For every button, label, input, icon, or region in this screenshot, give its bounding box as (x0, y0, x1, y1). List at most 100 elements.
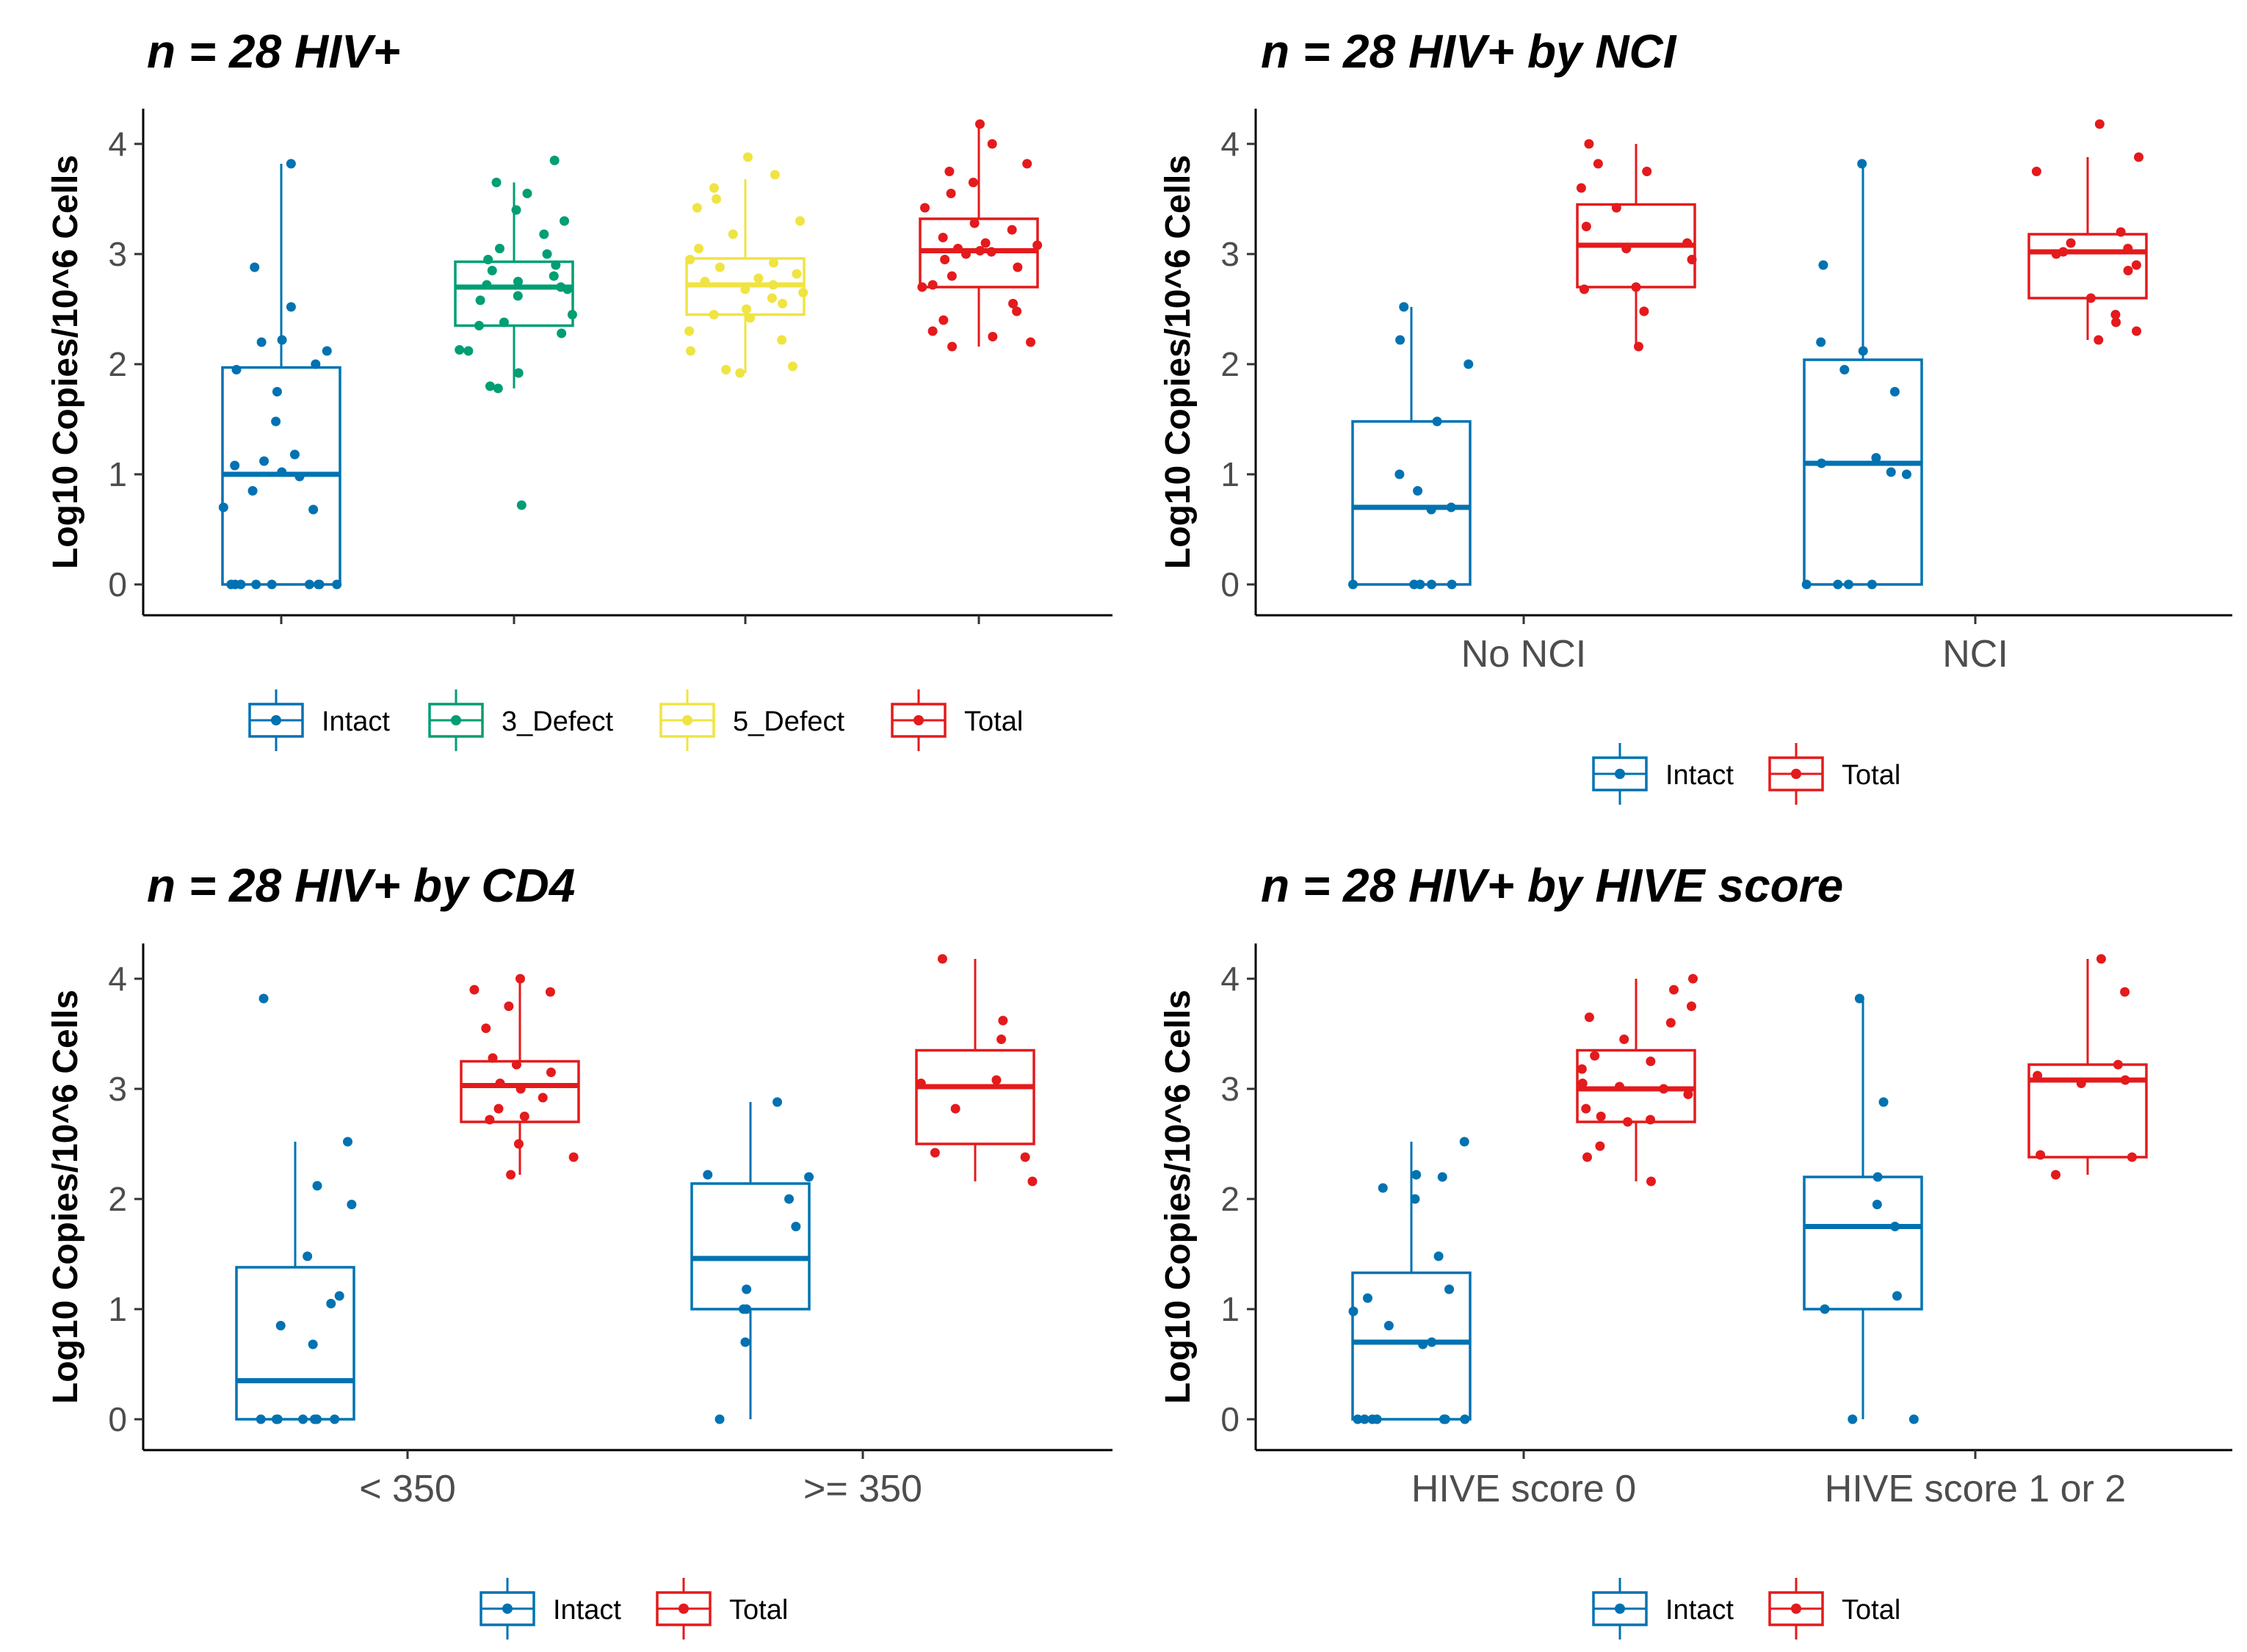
data-point (950, 1104, 960, 1114)
data-point (938, 233, 948, 242)
data-point (326, 1299, 336, 1308)
data-point (1848, 1414, 1858, 1424)
data-point (1027, 1176, 1038, 1187)
box-no-nci-intact (1348, 302, 1474, 590)
data-point (721, 365, 731, 374)
data-point (2131, 260, 2141, 270)
data-point (1463, 359, 1474, 369)
data-point (703, 1170, 713, 1180)
data-point (1433, 1251, 1444, 1261)
y-tick-label: 2 (1220, 345, 1240, 383)
data-point (556, 282, 566, 292)
box-body (1803, 1175, 1923, 1311)
data-point (791, 1222, 801, 1231)
data-point (258, 993, 269, 1004)
data-point (545, 987, 555, 997)
box-body (454, 260, 574, 327)
data-point (511, 205, 521, 215)
data-point (259, 456, 269, 466)
legend-label: Intact (553, 1595, 621, 1626)
data-point (332, 579, 342, 590)
box-hive-score-0-total (1576, 974, 1698, 1187)
data-point (1020, 1152, 1030, 1162)
data-point (2096, 954, 2106, 964)
data-point (1867, 579, 1877, 590)
data-point (322, 346, 332, 356)
data-point (481, 1024, 491, 1033)
data-point (1839, 365, 1850, 374)
data-point (475, 295, 485, 305)
y-tick-label: 2 (108, 345, 127, 383)
data-point (1581, 1104, 1591, 1114)
data-point (1007, 225, 1017, 235)
data-point (1413, 486, 1423, 496)
data-point (1577, 1064, 1587, 1074)
data-point (1427, 1337, 1437, 1347)
data-point (1857, 159, 1867, 169)
box-all-total (917, 119, 1043, 352)
data-point (927, 326, 938, 336)
data-point (2058, 247, 2069, 257)
data-point (538, 1093, 548, 1103)
data-point (2031, 167, 2041, 176)
y-tick-label: 4 (1220, 125, 1240, 163)
data-point (969, 218, 980, 228)
data-point (247, 486, 258, 496)
box-body (1803, 358, 1923, 586)
legend-label: Total (1842, 760, 1900, 791)
data-point (700, 277, 710, 286)
data-point (1833, 579, 1843, 590)
data-point (469, 985, 480, 995)
legend-item-total: Total (1768, 1578, 1900, 1640)
data-point (2085, 293, 2096, 303)
data-point (303, 1251, 313, 1261)
data-point (953, 244, 963, 253)
data-point (515, 1084, 526, 1094)
data-point (930, 1148, 940, 1158)
box-no-nci-total (1576, 139, 1697, 352)
data-point (560, 216, 570, 226)
legend: Intact Total (1592, 743, 1900, 805)
data-point (2036, 1150, 2046, 1160)
legend-key-point (679, 1604, 689, 1614)
box-nci-total (2027, 119, 2148, 345)
x-tick-label: No NCI (1461, 633, 1586, 675)
data-point (1411, 1170, 1422, 1180)
data-point (1892, 1291, 1902, 1301)
data-point (694, 244, 704, 253)
data-point (1447, 579, 1457, 590)
data-point (2134, 152, 2144, 162)
box-all-5-defect (684, 152, 808, 378)
data-point (968, 178, 978, 187)
data-point (485, 1115, 495, 1125)
data-point (286, 302, 296, 312)
data-point (1359, 1414, 1369, 1424)
data-point (1022, 159, 1032, 169)
legend-label: Total (1842, 1595, 1900, 1626)
y-tick-label: 3 (108, 1070, 127, 1108)
data-point (347, 1200, 357, 1209)
data-point (1646, 1176, 1656, 1187)
data-point (1008, 299, 1018, 308)
data-point (944, 167, 955, 176)
data-point (1642, 167, 1652, 176)
data-point (455, 345, 465, 355)
data-point (304, 579, 314, 590)
data-point (256, 1414, 266, 1424)
data-point (513, 291, 523, 301)
box-hive-score-1-or-2-intact (1803, 993, 1923, 1424)
chart-panel-3: n = 28 HIV+ by CD4 Log10 Copies/10^6 Cell… (46, 859, 1112, 1640)
data-point (463, 346, 474, 356)
y-tick-label: 0 (1220, 565, 1240, 604)
data-point (1889, 387, 1900, 396)
y-tick-label: 0 (1220, 1400, 1240, 1438)
data-point (513, 277, 523, 286)
data-point (493, 383, 503, 394)
data-point (1659, 1084, 1669, 1094)
data-point (2127, 1152, 2137, 1162)
data-point (277, 335, 287, 345)
legend-item-3-defect: 3_Defect (428, 689, 614, 751)
y-tick-label: 2 (108, 1180, 127, 1218)
legend-key-point (682, 715, 692, 725)
x-tick-label: NCI (1942, 633, 2008, 675)
